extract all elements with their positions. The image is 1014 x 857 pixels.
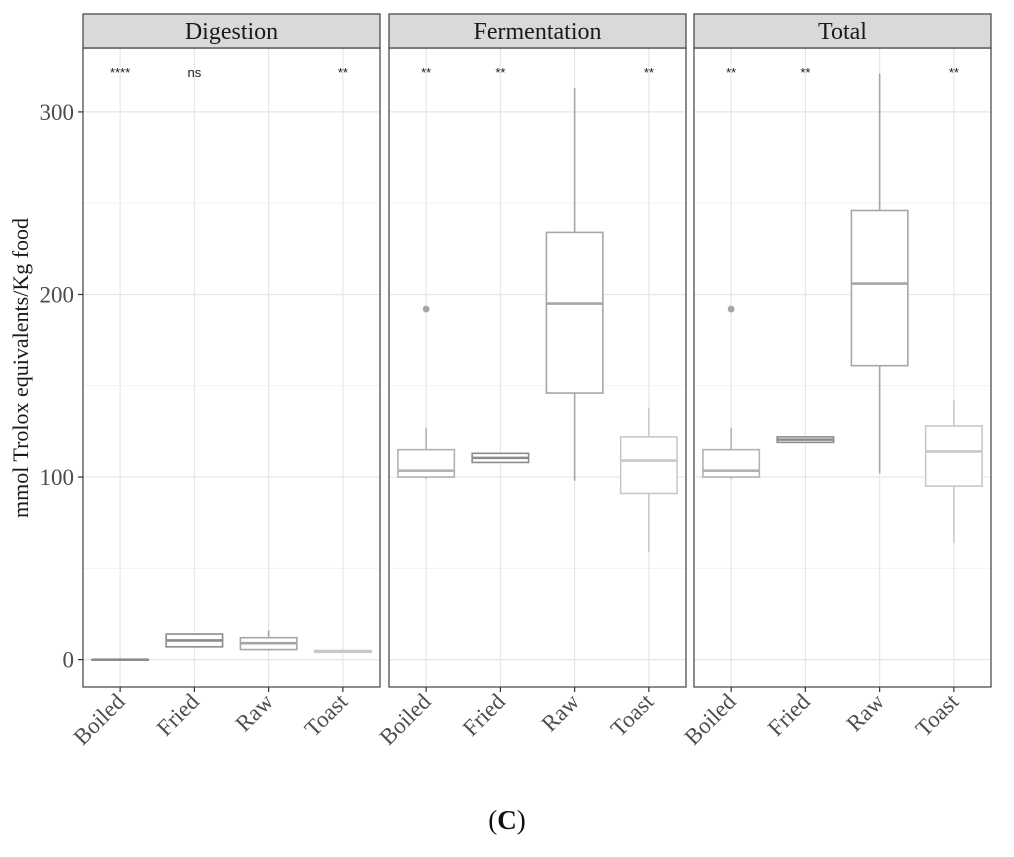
significance-label: **	[949, 65, 959, 80]
box-fried	[471, 452, 530, 464]
outlier-point	[727, 305, 735, 313]
y-tick-label: 200	[40, 282, 75, 307]
panel-strip	[388, 13, 687, 49]
box-raw	[545, 88, 604, 481]
x-tick-label: Fried	[458, 689, 510, 741]
x-tick-label: Raw	[231, 689, 279, 737]
x-tick-label: Fried	[763, 689, 815, 741]
boxplot-chart: **** ns **Digestion** ** **Fermentation** ** *…	[8, 13, 992, 750]
y-tick-label: 0	[63, 648, 75, 673]
outlier-point	[422, 305, 430, 313]
panel-total: ** ** ** Total	[693, 13, 992, 688]
x-axis-ticks: Boiled Fried Raw Toast Boiled Fried Raw Toast Bo…	[69, 687, 964, 750]
x-tick-label: Raw	[537, 689, 585, 737]
panel-background	[694, 48, 991, 687]
box-body	[850, 209, 909, 367]
panel-fermentation: ** ** ** Fermentation	[388, 13, 687, 688]
panel-background	[389, 48, 686, 687]
significance-label: **	[421, 65, 431, 80]
box-boiled	[91, 658, 150, 661]
significance-label: ns	[188, 65, 202, 80]
box-raw	[850, 73, 909, 474]
panel-digestion: **** ns ** Digestion	[82, 13, 381, 688]
panels-layer: **** ns **Digestion** ** **Fermentation** ** *…	[82, 13, 992, 688]
box-boiled	[397, 305, 456, 479]
x-tick-label: Boiled	[375, 689, 436, 750]
caption-letter: C	[497, 805, 517, 835]
box-toast	[619, 407, 678, 552]
y-tick-label: 300	[40, 100, 75, 125]
box-body	[619, 436, 678, 495]
box-toast	[924, 400, 983, 543]
panel-strip	[693, 13, 992, 49]
significance-label: **	[800, 65, 810, 80]
panel-strip	[82, 13, 381, 49]
caption-close: )	[516, 805, 526, 835]
x-tick-label: Toast	[300, 688, 353, 741]
box-fried	[776, 436, 835, 444]
x-tick-label: Raw	[842, 689, 890, 737]
x-tick-label: Boiled	[680, 689, 741, 750]
box-body	[702, 448, 761, 478]
significance-label: **	[338, 65, 348, 80]
x-tick-label: Fried	[152, 689, 204, 741]
y-tick-label: 100	[40, 465, 75, 490]
panel-title: Digestion	[185, 19, 278, 45]
significance-label: **	[495, 65, 505, 80]
box-body	[924, 425, 983, 487]
significance-label: **	[644, 65, 654, 80]
box-raw	[239, 630, 298, 651]
x-tick-label: Toast	[606, 688, 659, 741]
figure-caption: (C)	[0, 805, 1014, 836]
caption-open: (	[488, 805, 498, 835]
box-boiled	[702, 305, 761, 479]
significance-label: **	[726, 65, 736, 80]
panel-background	[83, 48, 380, 687]
y-axis-label: mmol Trolox equivalents/Kg food	[8, 218, 33, 518]
x-tick-label: Boiled	[69, 689, 130, 750]
x-tick-label: Toast	[911, 688, 964, 741]
panel-title: Fermentation	[474, 19, 602, 45]
significance-label: ****	[110, 65, 130, 80]
box-toast	[313, 649, 372, 654]
y-axis-ticks: 0 100 200 300	[40, 100, 83, 673]
box-fried	[165, 633, 224, 648]
panel-title: Total	[818, 19, 867, 45]
box-body	[397, 448, 456, 478]
box-body	[545, 231, 604, 394]
